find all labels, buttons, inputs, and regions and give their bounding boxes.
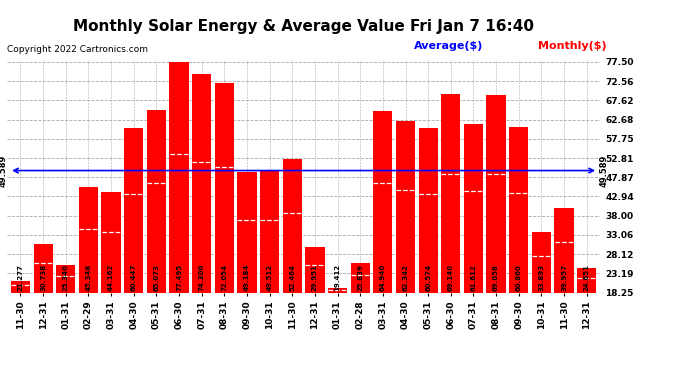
Bar <box>11 281 30 292</box>
Bar <box>192 74 211 292</box>
Text: 62.342: 62.342 <box>402 264 408 291</box>
Text: 21.277: 21.277 <box>17 264 23 291</box>
Text: Copyright 2022 Cartronics.com: Copyright 2022 Cartronics.com <box>7 45 148 54</box>
Bar <box>305 247 324 292</box>
Bar <box>351 263 370 292</box>
Text: 77.495: 77.495 <box>176 264 182 291</box>
Text: Monthly Solar Energy & Average Value Fri Jan 7 16:40: Monthly Solar Energy & Average Value Fri… <box>73 19 534 34</box>
Bar <box>555 208 573 292</box>
Text: Average($): Average($) <box>414 41 484 51</box>
Text: 39.957: 39.957 <box>561 264 567 291</box>
Bar <box>101 192 121 292</box>
Bar <box>486 95 506 292</box>
Bar <box>532 232 551 292</box>
Text: 52.464: 52.464 <box>289 264 295 291</box>
Text: 30.738: 30.738 <box>40 264 46 291</box>
Text: 65.073: 65.073 <box>153 264 159 291</box>
Text: 60.574: 60.574 <box>425 264 431 291</box>
Text: 45.348: 45.348 <box>86 264 92 291</box>
Bar <box>79 187 98 292</box>
Text: 44.162: 44.162 <box>108 264 114 291</box>
Bar <box>260 171 279 292</box>
Text: 49.589: 49.589 <box>599 154 608 187</box>
Text: 49.184: 49.184 <box>244 264 250 291</box>
Bar <box>577 268 596 292</box>
Text: 24.651: 24.651 <box>584 264 590 291</box>
Text: 60.860: 60.860 <box>515 264 522 291</box>
Text: 49.512: 49.512 <box>266 264 273 291</box>
Text: 33.893: 33.893 <box>538 264 544 291</box>
Bar <box>441 94 460 292</box>
Text: 69.140: 69.140 <box>448 264 454 291</box>
Bar <box>509 127 529 292</box>
Bar <box>283 159 302 292</box>
Text: 19.412: 19.412 <box>335 264 341 291</box>
Text: 72.054: 72.054 <box>221 264 227 291</box>
Bar <box>237 172 257 292</box>
Text: 60.447: 60.447 <box>130 264 137 291</box>
Bar <box>373 111 393 292</box>
Bar <box>124 128 144 292</box>
Text: Monthly($): Monthly($) <box>538 41 607 51</box>
Text: 25.340: 25.340 <box>63 264 69 291</box>
Bar <box>464 124 483 292</box>
Text: 49.589: 49.589 <box>0 154 8 187</box>
Bar <box>56 265 75 292</box>
Text: 61.612: 61.612 <box>471 265 477 291</box>
Bar <box>396 121 415 292</box>
Bar <box>328 288 347 292</box>
Text: 69.058: 69.058 <box>493 264 499 291</box>
Bar <box>170 62 188 292</box>
Text: 25.839: 25.839 <box>357 264 363 291</box>
Text: 64.940: 64.940 <box>380 264 386 291</box>
Text: 74.300: 74.300 <box>199 264 205 291</box>
Bar <box>147 110 166 292</box>
Bar <box>419 128 437 292</box>
Text: 29.951: 29.951 <box>312 264 318 291</box>
Bar <box>34 244 52 292</box>
Bar <box>215 83 234 292</box>
